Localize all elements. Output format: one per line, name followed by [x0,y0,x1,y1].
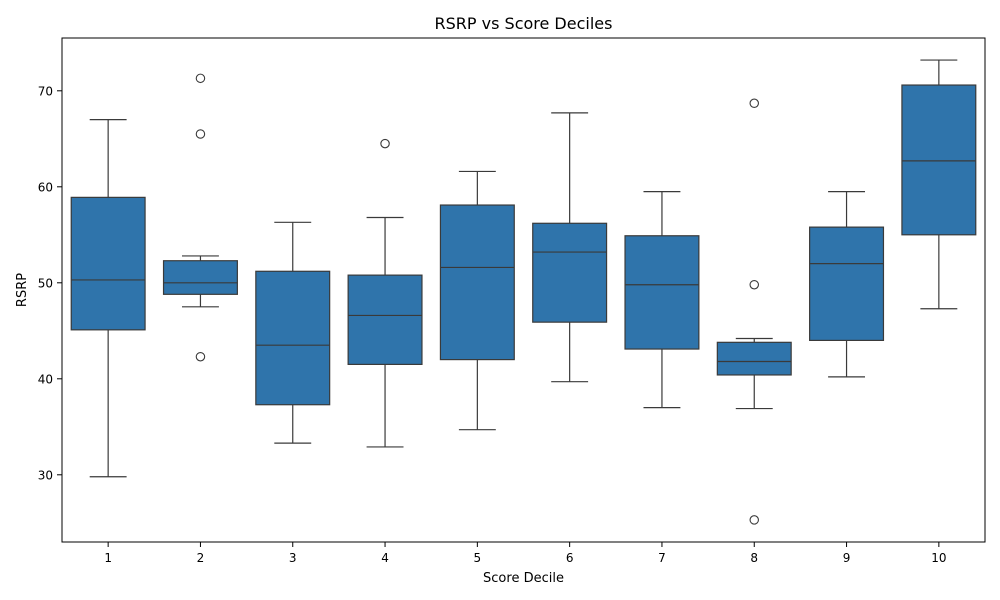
y-tick-label: 50 [38,276,53,290]
x-tick-label: 10 [931,551,946,565]
x-tick-label: 7 [658,551,666,565]
outlier-point [380,138,390,149]
x-tick-label: 9 [843,551,851,565]
iqr-box [809,226,885,341]
outlier-point [749,98,759,109]
box-group-6 [532,112,608,383]
x-axis: 1 2 3 4 5 6 7 8 9 10 [104,542,946,565]
iqr-box [439,204,515,361]
iqr-box [347,274,423,365]
box-group-8 [716,98,792,525]
x-tick-label: 1 [104,551,112,565]
x-tick-label: 2 [197,551,205,565]
x-tick-label: 8 [750,551,758,565]
box-group-2 [162,73,238,362]
chart-title: RSRP vs Score Deciles [435,14,613,33]
x-tick-label: 3 [289,551,297,565]
y-tick-label: 60 [38,180,53,194]
y-tick-label: 30 [38,468,53,482]
iqr-box [624,235,700,350]
y-axis-label: RSRP [15,273,30,307]
y-axis: 30 40 50 60 70 [38,84,62,482]
outlier-point [195,351,206,362]
box-group-4 [347,138,423,448]
plot-area [70,59,977,525]
box-group-9 [809,191,885,378]
iqr-box [532,222,608,323]
iqr-box [70,196,146,331]
outlier-point [749,279,759,290]
outlier-point [195,129,206,139]
iqr-box [716,341,792,376]
x-tick-label: 4 [381,551,389,565]
x-tick-label: 6 [566,551,574,565]
outlier-point [195,73,206,84]
box-group-7 [624,191,700,409]
y-tick-label: 40 [38,372,53,386]
x-tick-label: 5 [474,551,482,565]
y-tick-label: 70 [38,84,53,98]
iqr-box [255,270,331,406]
box-group-3 [255,221,331,444]
box-group-1 [70,118,146,478]
box-group-10 [901,59,977,310]
box-group-5 [439,170,515,431]
x-axis-label: Score Decile [483,571,564,586]
axes-frame [61,37,986,543]
iqr-box [162,260,238,295]
outlier-point [749,515,759,525]
iqr-box [901,84,977,236]
